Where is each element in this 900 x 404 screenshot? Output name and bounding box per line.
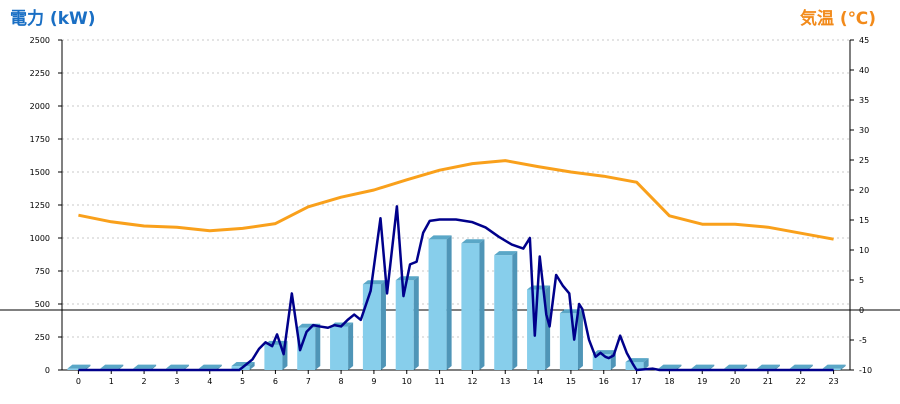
bar-side bbox=[183, 364, 189, 370]
x-tick-label: 16 bbox=[599, 377, 609, 386]
bar-side bbox=[216, 364, 222, 370]
bar-top bbox=[494, 251, 518, 256]
bar-top bbox=[362, 280, 386, 285]
bar bbox=[395, 280, 414, 370]
bar-top bbox=[67, 364, 91, 369]
right-axis-title: 気温 (℃) bbox=[799, 9, 876, 29]
bar-top bbox=[165, 364, 189, 369]
bar-top bbox=[822, 364, 846, 369]
y-right-tick-label: 35 bbox=[859, 96, 869, 105]
y-right-tick-label: -5 bbox=[859, 336, 867, 345]
bar-side bbox=[709, 364, 715, 370]
bar-side bbox=[85, 364, 91, 370]
bar-top bbox=[724, 364, 748, 369]
bar bbox=[428, 239, 447, 370]
bar bbox=[67, 368, 86, 370]
x-tick-label: 15 bbox=[566, 377, 576, 386]
bar-top bbox=[428, 235, 452, 240]
y-right-tick-label: 40 bbox=[859, 66, 869, 75]
bar-side bbox=[118, 364, 124, 370]
y-right-tick-label: 25 bbox=[859, 156, 869, 165]
x-tick-label: 13 bbox=[500, 377, 510, 386]
x-tick-label: 0 bbox=[76, 377, 81, 386]
bar bbox=[264, 344, 283, 370]
x-tick-label: 2 bbox=[142, 377, 147, 386]
x-tick-label: 23 bbox=[828, 377, 838, 386]
x-tick-label: 22 bbox=[796, 377, 806, 386]
x-tick-label: 5 bbox=[240, 377, 245, 386]
y-left-tick-label: 250 bbox=[35, 333, 50, 342]
bar bbox=[559, 313, 578, 370]
x-tick-label: 3 bbox=[174, 377, 179, 386]
y-left-tick-label: 2500 bbox=[30, 36, 50, 45]
x-tick-label: 7 bbox=[306, 377, 311, 386]
bar-top bbox=[789, 364, 813, 369]
x-tick-label: 6 bbox=[273, 377, 278, 386]
y-left-tick-label: 1250 bbox=[30, 201, 50, 210]
y-right-tick-label: 20 bbox=[859, 186, 869, 195]
bar-top bbox=[756, 364, 780, 369]
bar-side bbox=[348, 322, 354, 370]
bar bbox=[494, 255, 513, 370]
x-tick-label: 9 bbox=[371, 377, 376, 386]
x-tick-label: 18 bbox=[664, 377, 674, 386]
y-left-tick-label: 1500 bbox=[30, 168, 50, 177]
bar bbox=[297, 327, 316, 370]
y-left-tick-label: 750 bbox=[35, 267, 50, 276]
power-line bbox=[78, 205, 834, 372]
y-right-tick-label: 5 bbox=[859, 276, 864, 285]
x-tick-label: 4 bbox=[207, 377, 212, 386]
bar-top bbox=[691, 364, 715, 369]
bar-top bbox=[461, 239, 485, 244]
x-tick-label: 19 bbox=[697, 377, 707, 386]
bar-side bbox=[380, 280, 386, 370]
y-left-tick-label: 500 bbox=[35, 300, 50, 309]
bar-top bbox=[100, 364, 124, 369]
bar-side bbox=[643, 358, 649, 370]
y-left-tick-label: 2250 bbox=[30, 69, 50, 78]
x-tick-label: 20 bbox=[730, 377, 740, 386]
left-axis-title: 電力 (kW) bbox=[10, 9, 96, 29]
y-left-tick-label: 1750 bbox=[30, 135, 50, 144]
bar-side bbox=[840, 364, 846, 370]
x-tick-label: 8 bbox=[339, 377, 344, 386]
bar-side bbox=[446, 235, 452, 370]
y-right-tick-label: 45 bbox=[859, 36, 869, 45]
bar-side bbox=[249, 362, 255, 370]
bar bbox=[330, 326, 349, 370]
x-tick-label: 11 bbox=[434, 377, 444, 386]
y-right-tick-label: 15 bbox=[859, 216, 869, 225]
bar bbox=[461, 243, 480, 370]
y-right-tick-label: 10 bbox=[859, 246, 869, 255]
y-left-tick-label: 1000 bbox=[30, 234, 50, 243]
bar-side bbox=[315, 323, 321, 370]
bar-side bbox=[545, 285, 551, 370]
y-right-tick-label: 30 bbox=[859, 126, 869, 135]
x-tick-label: 14 bbox=[533, 377, 543, 386]
bar-top bbox=[198, 364, 222, 369]
bar-side bbox=[479, 239, 485, 370]
temperature-line bbox=[78, 159, 834, 241]
y-left-tick-label: 2000 bbox=[30, 102, 50, 111]
bar-side bbox=[676, 364, 682, 370]
bar-top bbox=[133, 364, 157, 369]
bar-top bbox=[658, 364, 682, 369]
x-tick-label: 10 bbox=[402, 377, 412, 386]
bar-side bbox=[742, 364, 748, 370]
bar-side bbox=[151, 364, 157, 370]
x-tick-label: 12 bbox=[467, 377, 477, 386]
bar-side bbox=[512, 251, 518, 370]
bar-side bbox=[577, 309, 583, 370]
bar-side bbox=[807, 364, 813, 370]
x-tick-label: 21 bbox=[763, 377, 773, 386]
x-tick-label: 1 bbox=[109, 377, 114, 386]
bar-side bbox=[413, 276, 419, 370]
x-tick-label: 17 bbox=[631, 377, 641, 386]
bar-side bbox=[774, 364, 780, 370]
bar bbox=[362, 284, 381, 370]
y-right-tick-label: -10 bbox=[859, 366, 872, 375]
y-left-tick-label: 0 bbox=[45, 366, 50, 375]
